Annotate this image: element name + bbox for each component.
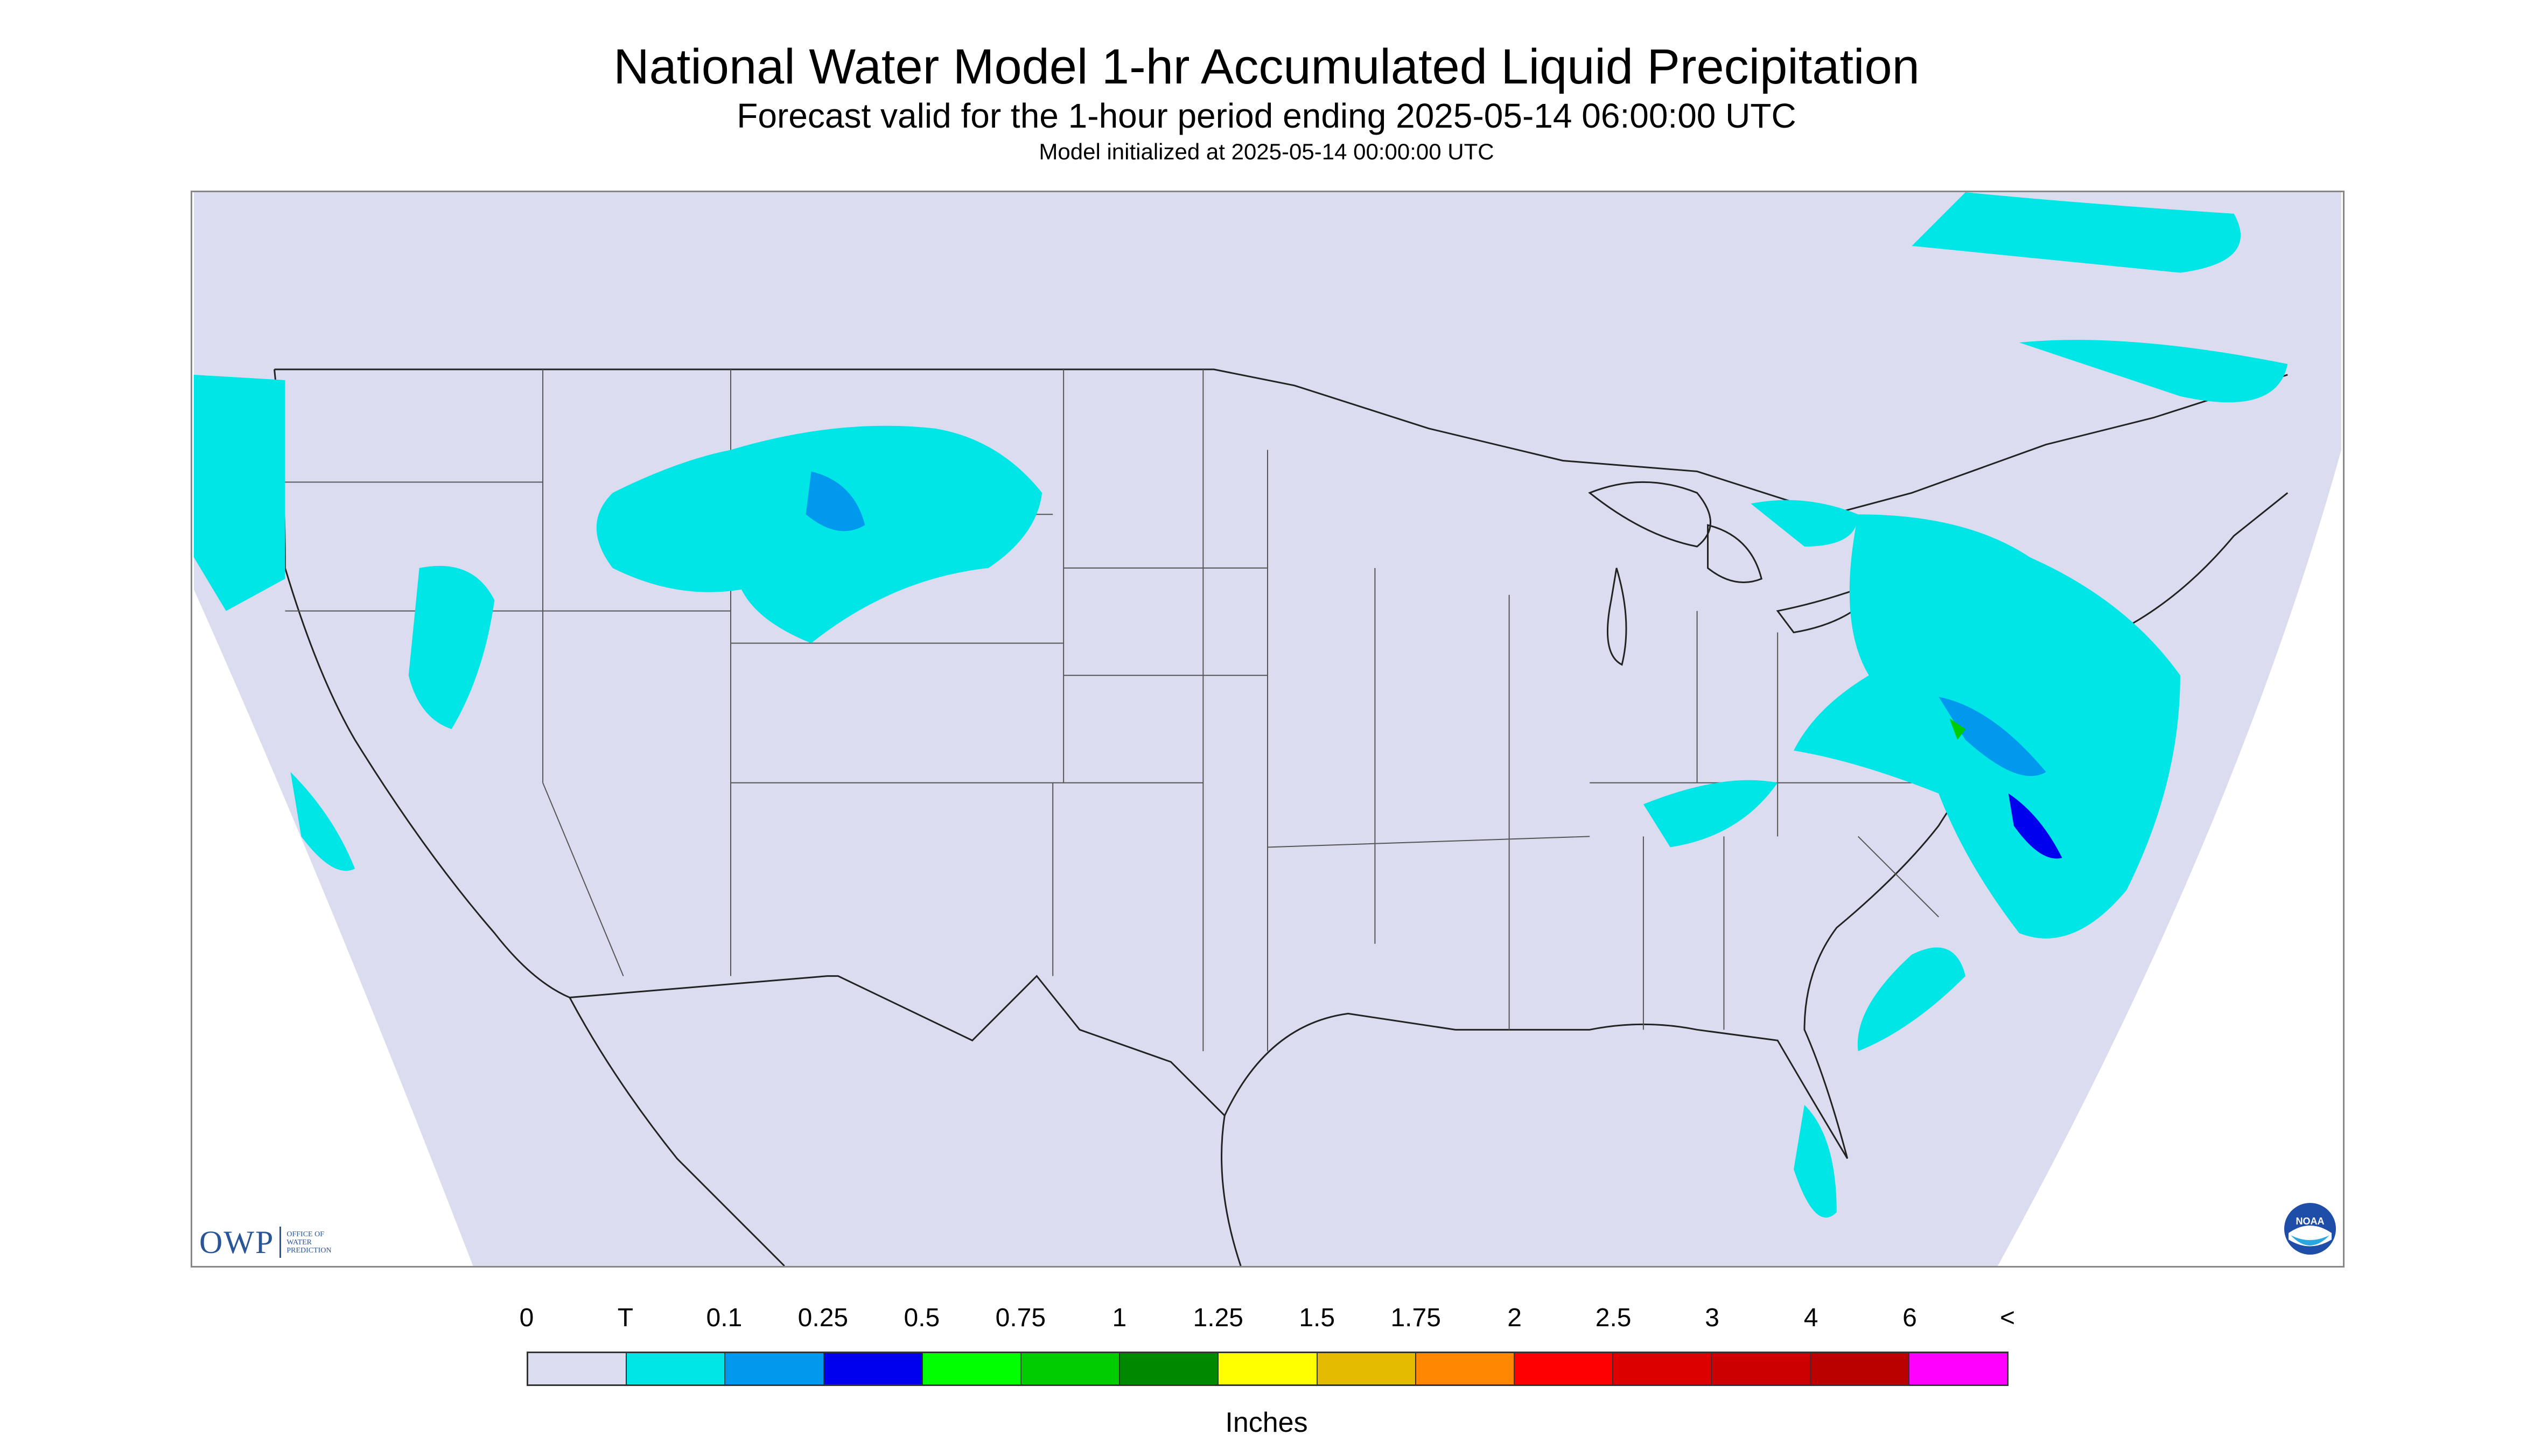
legend-swatch [627, 1353, 726, 1384]
precip-florida [1794, 1104, 1837, 1218]
owp-logo-line1: OFFICE OF [286, 1230, 324, 1238]
lake-michigan [1606, 568, 1627, 666]
legend-swatch [1909, 1353, 2007, 1384]
legend-label: 1.25 [1193, 1304, 1243, 1332]
precip-chesapeake-core [1939, 697, 2046, 776]
precip-northern-rockies [596, 425, 1042, 643]
precip-lower-michigan [1751, 500, 1858, 547]
precip-pacific-coast [194, 374, 285, 611]
legend-swatch [1416, 1353, 1515, 1384]
legend-label: 0.75 [995, 1304, 1046, 1332]
legend-label: 0 [519, 1304, 534, 1332]
legend-label: 0.25 [797, 1304, 849, 1332]
model-init-text: Model initialized at 2025-05-14 00:00:00… [1039, 139, 1494, 164]
owp-logo: OWP OFFICE OF WATER PREDICTION [199, 1223, 332, 1261]
map-canvas [194, 192, 2341, 1266]
legend-swatch [1613, 1353, 1712, 1384]
legend-swatch [1515, 1353, 1614, 1384]
legend-label: 0.1 [706, 1304, 743, 1332]
legend-label: T [617, 1304, 634, 1332]
precip-quebec [1912, 192, 2241, 273]
noaa-logo-text: NOAA [2296, 1216, 2325, 1227]
precip-northern-rockies-core [806, 471, 865, 531]
precip-tennessee [1643, 780, 1778, 848]
owp-logo-abbr: OWP [199, 1224, 275, 1260]
precipitation-map [191, 191, 2345, 1268]
legend-swatch [528, 1353, 627, 1384]
precip-ca-offshore [290, 772, 355, 871]
color-legend [527, 1352, 2009, 1386]
precip-nevada [408, 565, 495, 729]
precip-maritimes [2019, 340, 2288, 403]
legend-units: Inches [1225, 1407, 1308, 1438]
lake-huron [1707, 524, 1763, 583]
legend-label: 1.5 [1299, 1304, 1335, 1332]
legend-label: 2.5 [1595, 1304, 1632, 1332]
legend-label: 2 [1507, 1304, 1522, 1332]
legend-swatch [1219, 1353, 1318, 1384]
legend-label: 1 [1112, 1304, 1127, 1332]
noaa-logo-icon: NOAA [2284, 1203, 2336, 1255]
legend-swatch [1021, 1353, 1121, 1384]
precip-delmarva-peak [1949, 718, 1966, 740]
owp-logo-line3: PREDICTION [286, 1246, 332, 1255]
precip-areas [194, 192, 2288, 1218]
precip-nc-offshore-core [2008, 793, 2062, 859]
gulf-coast [1223, 1012, 1849, 1159]
us-mexico-border [569, 975, 1226, 1116]
baja-coast [569, 997, 785, 1266]
legend-label: < [1999, 1304, 2016, 1332]
us-canada-border [274, 368, 2288, 515]
legend-label: 6 [1902, 1304, 1917, 1332]
legend-swatch [824, 1353, 923, 1384]
legend-swatch [1712, 1353, 1811, 1384]
owp-logo-separator [279, 1227, 282, 1258]
legend-swatch [922, 1353, 1022, 1384]
legend-label: 0.5 [904, 1304, 940, 1332]
mexico-gulf-coast [1221, 1115, 1242, 1266]
map-title: National Water Model 1-hr Accumulated Li… [613, 39, 1920, 94]
lake-superior [1588, 481, 1712, 548]
owp-logo-line2: WATER [286, 1238, 312, 1247]
precip-atlantic-offshore [1857, 947, 1966, 1052]
legend-swatch [1317, 1353, 1416, 1384]
legend-swatch [725, 1353, 824, 1384]
legend-label: 4 [1803, 1304, 1818, 1332]
boundaries [274, 368, 2289, 1266]
noaa-logo: NOAA [2283, 1202, 2337, 1256]
map-subtitle: Forecast valid for the 1-hour period end… [737, 96, 1796, 135]
legend-swatch [1810, 1353, 1909, 1384]
legend-label: 1.75 [1390, 1304, 1441, 1332]
legend-label: 3 [1705, 1304, 1719, 1332]
legend-labels: 0 T 0.1 0.25 0.5 0.75 1 1.25 1.5 1.75 2 2.5 3 4 6 < [520, 1303, 2015, 1335]
owp-logo-text: OFFICE OF WATER PREDICTION [286, 1230, 331, 1255]
legend-swatch [1120, 1353, 1219, 1384]
